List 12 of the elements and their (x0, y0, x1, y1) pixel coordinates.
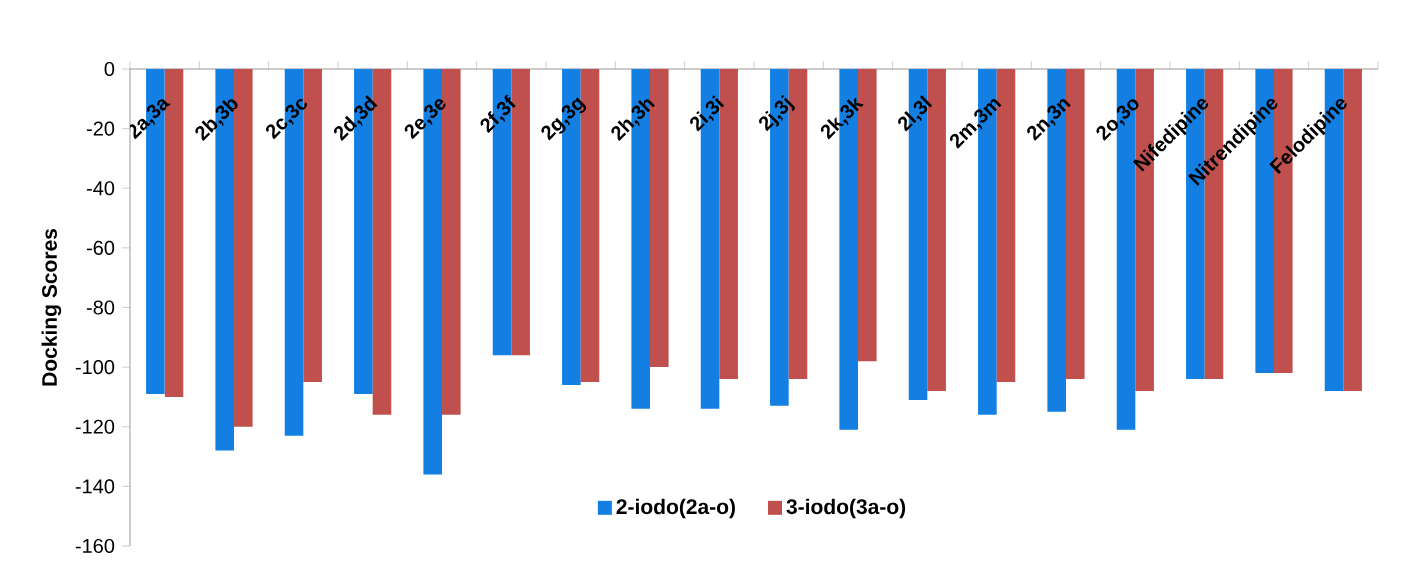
y-tick-label: -20 (86, 121, 115, 136)
y-tick-label: -160 (75, 538, 115, 554)
legend-label: 2-iodo(2a-o) (616, 498, 735, 519)
y-tick-label: -120 (75, 419, 115, 434)
y-tick-label: -40 (86, 181, 115, 196)
y-tick-label: -140 (75, 479, 115, 494)
y-tick-label: -100 (75, 360, 115, 375)
y-tick-label: -60 (86, 240, 115, 255)
y-tick-label: -80 (86, 300, 115, 315)
y-axis-title: Docking Scores (41, 229, 62, 386)
legend-label: 3-iodo(3a-o) (786, 498, 906, 519)
y-tick-label: 0 (104, 61, 115, 77)
